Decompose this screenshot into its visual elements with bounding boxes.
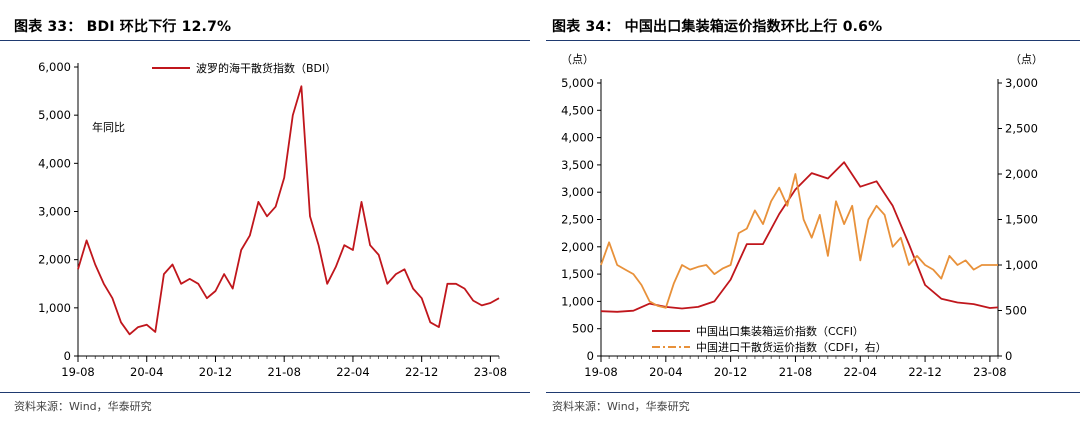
right-chart-svg: 0 500 1,000 1,500 2,000 2,500 3,000 3,500 4,000 4… [561, 53, 1043, 379]
left-source-rule [0, 392, 530, 393]
x-tick-label: 21-08 [779, 365, 812, 379]
y-left-tick-label: 4,000 [561, 131, 594, 145]
y-left-tick-label: 2,500 [561, 213, 594, 227]
y-right-tick-label: 2,000 [1005, 167, 1038, 181]
right-source-note: 资料来源：Wind，华泰研究 [552, 400, 690, 413]
left-figure-title: 图表 33： BDI 环比下行 12.7% [14, 19, 232, 35]
y-left-tick-label: 5,000 [561, 76, 594, 90]
left-figure-panel: 图表 33： BDI 环比下行 12.7% 0 1,000 2,000 3,000 4,… [0, 0, 530, 428]
y-left-tick-label: 4,500 [561, 103, 594, 117]
y-left-tick-label: 3,500 [561, 158, 594, 172]
y-left-tick-label: 2,000 [38, 253, 71, 267]
x-tick-label: 22-04 [844, 365, 877, 379]
right-title-rule [546, 40, 1080, 41]
x-tick-label: 22-04 [336, 365, 369, 379]
x-tick-label: 22-12 [405, 365, 438, 379]
y-left-tick-label: 3,000 [38, 205, 71, 219]
y-right-tick-label: 2,500 [1005, 122, 1038, 136]
left-source-note: 资料来源：Wind，华泰研究 [14, 400, 152, 413]
left-title-rule [0, 40, 530, 41]
legend-label-1: 中国出口集装箱运价指数（CCFI） [696, 324, 864, 338]
y-left-tick-label: 1,500 [561, 267, 594, 281]
chart-annotation: 年同比 [92, 120, 125, 134]
y-right-tick-label: 1,000 [1005, 258, 1038, 272]
y-right-tick-label: 1,500 [1005, 213, 1038, 227]
y-left-tick-label: 0 [64, 349, 71, 363]
right-source-rule [546, 392, 1080, 393]
y-left-tick-label: 1,000 [38, 301, 71, 315]
y-right-tick-label: 500 [1005, 304, 1027, 318]
y-left-tick-label: 1,000 [561, 294, 594, 308]
y-left-tick-label: 500 [572, 322, 594, 336]
y-left-tick-label: 4,000 [38, 156, 71, 170]
x-tick-label: 20-04 [649, 365, 682, 379]
left-chart-svg: 0 1,000 2,000 3,000 4,000 5,000 6,000 19-08 20-0… [38, 60, 507, 379]
series-line-1 [600, 161, 999, 313]
y-left-tick-label: 0 [587, 349, 594, 363]
right-figure-title: 图表 34： 中国出口集装箱运价指数环比上行 0.6% [552, 19, 883, 35]
series-line-2 [600, 173, 998, 309]
x-tick-label: 21-08 [267, 365, 300, 379]
x-tick-label: 20-04 [130, 365, 163, 379]
x-tick-label: 19-08 [61, 365, 94, 379]
y-right-tick-label: 0 [1005, 349, 1012, 363]
y-left-tick-label: 2,000 [561, 240, 594, 254]
legend-label-2: 中国进口干散货运价指数（CDFI，右） [696, 340, 887, 354]
y-left-tick-label: 6,000 [38, 60, 71, 74]
y-right-tick-label: 3,000 [1005, 76, 1038, 90]
right-figure-panel: 图表 34： 中国出口集装箱运价指数环比上行 0.6% 0 500 1,000 1,5… [546, 0, 1080, 428]
x-tick-label: 22-12 [908, 365, 941, 379]
x-tick-label: 20-12 [199, 365, 232, 379]
x-tick-label: 20-12 [714, 365, 747, 379]
x-tick-label: 19-08 [584, 365, 617, 379]
y-left-unit-label: （点） [561, 53, 594, 66]
y-left-tick-label: 3,000 [561, 185, 594, 199]
y-right-unit-label: （点） [1010, 53, 1043, 66]
series-line-1 [77, 85, 500, 336]
legend-label-1: 波罗的海干散货指数（BDI） [196, 61, 336, 75]
x-tick-label: 23-08 [474, 365, 507, 379]
y-left-tick-label: 5,000 [38, 108, 71, 122]
x-tick-label: 23-08 [973, 365, 1006, 379]
